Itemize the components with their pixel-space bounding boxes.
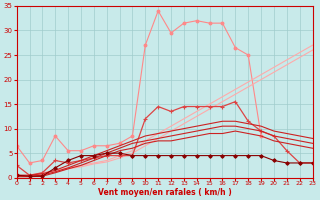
X-axis label: Vent moyen/en rafales ( km/h ): Vent moyen/en rafales ( km/h ) (98, 188, 231, 197)
